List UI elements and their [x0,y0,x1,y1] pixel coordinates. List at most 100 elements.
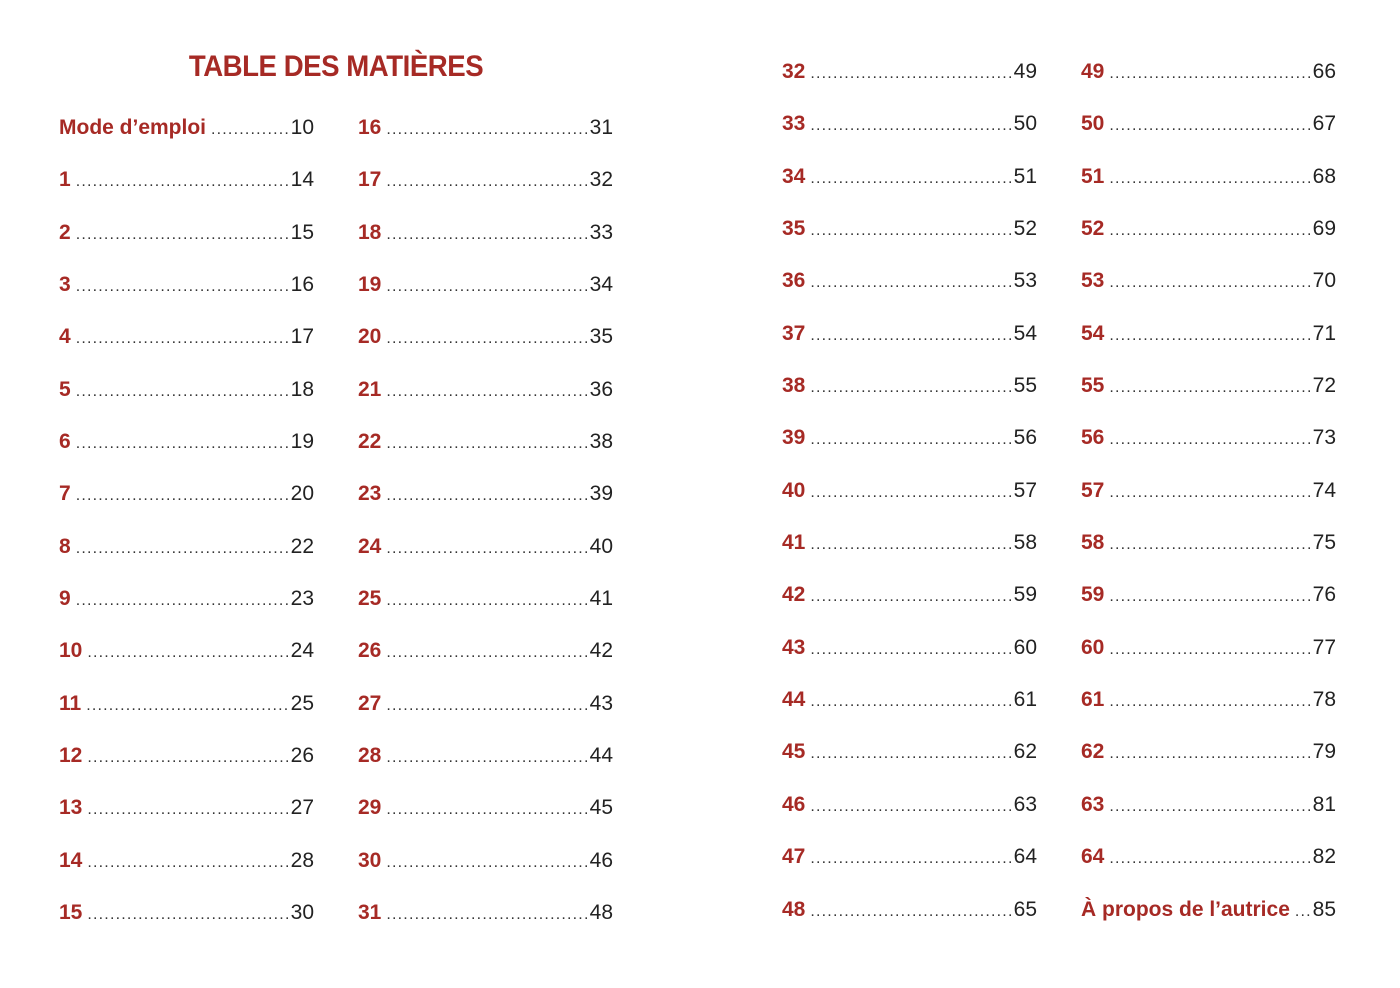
toc-entry[interactable]: 36 53 [782,255,1037,307]
toc-entry-label: 36 [782,269,806,293]
toc-entry[interactable]: 24 40 [358,521,613,573]
toc-entry[interactable]: 12 26 [59,730,314,782]
toc-entry[interactable]: 2035 [358,311,613,363]
toc-entry[interactable]: 9 23 [59,573,314,625]
toc-entry[interactable]: 39 56 [782,412,1037,464]
toc-entry[interactable]: 1732 [358,154,613,206]
toc-entry[interactable]: 29 45 [358,782,613,834]
toc-entry[interactable]: 60 77 [1081,622,1336,674]
toc-entry[interactable]: 14 28 [59,835,314,887]
toc-entry-page: 10 [290,116,314,139]
toc-entry-label: 61 [1081,688,1105,712]
toc-entry[interactable]: 59 76 [1081,569,1336,621]
toc-entry[interactable]: 58 75 [1081,517,1336,569]
toc-entry[interactable]: 5 18 [59,364,314,416]
toc-entry[interactable]: 44 61 [782,674,1037,726]
toc-entry[interactable]: 46 63 [782,779,1037,831]
toc-entry[interactable]: 55 72 [1081,360,1336,412]
toc-entry[interactable]: 25 41 [358,573,613,625]
toc-entry[interactable]: 2 15 [59,207,314,259]
toc-entry[interactable]: 57 74 [1081,465,1336,517]
toc-entry[interactable]: 63 81 [1081,779,1336,831]
toc-entry[interactable]: 56 73 [1081,412,1336,464]
toc-entry-label: 25 [358,587,382,611]
toc-entry[interactable]: 27 43 [358,678,613,730]
toc-entry[interactable]: 34 51 [782,151,1037,203]
toc-entry-page: 35 [589,325,613,349]
toc-entry[interactable]: 52 69 [1081,203,1336,255]
leader-dots [87,784,287,836]
toc-entry[interactable]: 43 60 [782,622,1037,674]
toc-entry[interactable]: 31 48 [358,887,613,939]
toc-entry[interactable]: 30 46 [358,835,613,887]
leader-dots [810,48,1010,100]
toc-entry-label: 20 [358,325,382,349]
toc-entry-page: 20 [290,482,314,506]
toc-entry-page: 44 [589,744,613,768]
toc-entry[interactable]: 13 27 [59,782,314,834]
leader-dots [76,261,288,313]
leader-dots [810,676,1010,728]
toc-entry[interactable]: 1833 [358,207,613,259]
toc-entry-page: 17 [290,325,314,349]
toc-entry-label: 49 [1081,60,1105,83]
toc-entry-page: 59 [1013,583,1037,607]
toc-entry[interactable]: 42 59 [782,569,1037,621]
toc-entry[interactable]: 45 62 [782,726,1037,778]
toc-entry-label: 63 [1081,792,1105,816]
toc-entry[interactable]: 23 39 [358,468,613,520]
toc-entry[interactable]: 28 44 [358,730,613,782]
toc-entry-page: 62 [1013,740,1037,764]
leader-dots [1109,48,1309,100]
toc-entry-page: 48 [589,901,613,925]
toc-entry[interactable]: 6 19 [59,416,314,468]
toc-entry-label: 19 [358,273,382,297]
toc-entry[interactable]: 41 58 [782,517,1037,569]
toc-entry[interactable]: 1934 [358,259,613,311]
toc-entry-label: 32 [782,60,806,83]
toc-entry[interactable]: 1530 [59,887,314,939]
toc-entry-page: 32 [589,168,613,192]
toc-entry[interactable]: 64 82 [1081,831,1336,883]
leader-dots [386,575,586,627]
leader-dots [76,313,288,365]
toc-entry[interactable]: Mode d’emploi 10 [59,102,314,154]
toc-entry[interactable]: 32 49 [782,46,1037,98]
toc-entry[interactable]: 48 65 [782,884,1037,936]
toc-entry[interactable]: 54 71 [1081,308,1336,360]
toc-entry[interactable]: 49 66 [1081,46,1336,98]
toc-entry[interactable]: 10 24 [59,625,314,677]
toc-entry-page: 25 [290,691,314,715]
toc-entry[interactable]: À propos de l’autrice 85 [1081,884,1336,936]
toc-entry[interactable]: 61 78 [1081,674,1336,726]
toc-entry[interactable]: 4 17 [59,311,314,363]
toc-entry[interactable]: 38 55 [782,360,1037,412]
toc-entry[interactable]: 8 22 [59,521,314,573]
toc-entry[interactable]: 35 52 [782,203,1037,255]
toc-entry[interactable]: 22 38 [358,416,613,468]
toc-entry[interactable]: 3 16 [59,259,314,311]
toc-entry[interactable]: 21 36 [358,364,613,416]
toc-entry[interactable]: 62 79 [1081,726,1336,778]
leader-dots [810,362,1010,414]
toc-entry[interactable]: 53 70 [1081,255,1336,307]
toc-entry[interactable]: 37 54 [782,308,1037,360]
leader-dots [810,257,1010,309]
toc-entry[interactable]: 11 25 [59,678,314,730]
toc-entry[interactable]: 47 64 [782,831,1037,883]
toc-entry[interactable]: 51 68 [1081,151,1336,203]
toc-entry-page: 56 [1013,426,1037,450]
toc-entry-page: 46 [589,848,613,872]
toc-column-3: 32 49 33 50 34 51 35 52 36 53 37 54 38 55 39 56 40 57 41 58… [782,46,1037,936]
toc-entry[interactable]: 7 20 [59,468,314,520]
toc-entry-label: 13 [59,796,83,820]
toc-entry-page: 85 [1312,897,1336,921]
toc-entry[interactable]: 26 42 [358,625,613,677]
toc-entry-page: 79 [1312,740,1336,764]
toc-entry[interactable]: 50 67 [1081,98,1336,150]
toc-entry[interactable]: 1 14 [59,154,314,206]
toc-entry[interactable]: 33 50 [782,98,1037,150]
toc-entry[interactable]: 1631 [358,102,613,154]
toc-entry[interactable]: 40 57 [782,465,1037,517]
toc-entry-label: 56 [1081,426,1105,450]
